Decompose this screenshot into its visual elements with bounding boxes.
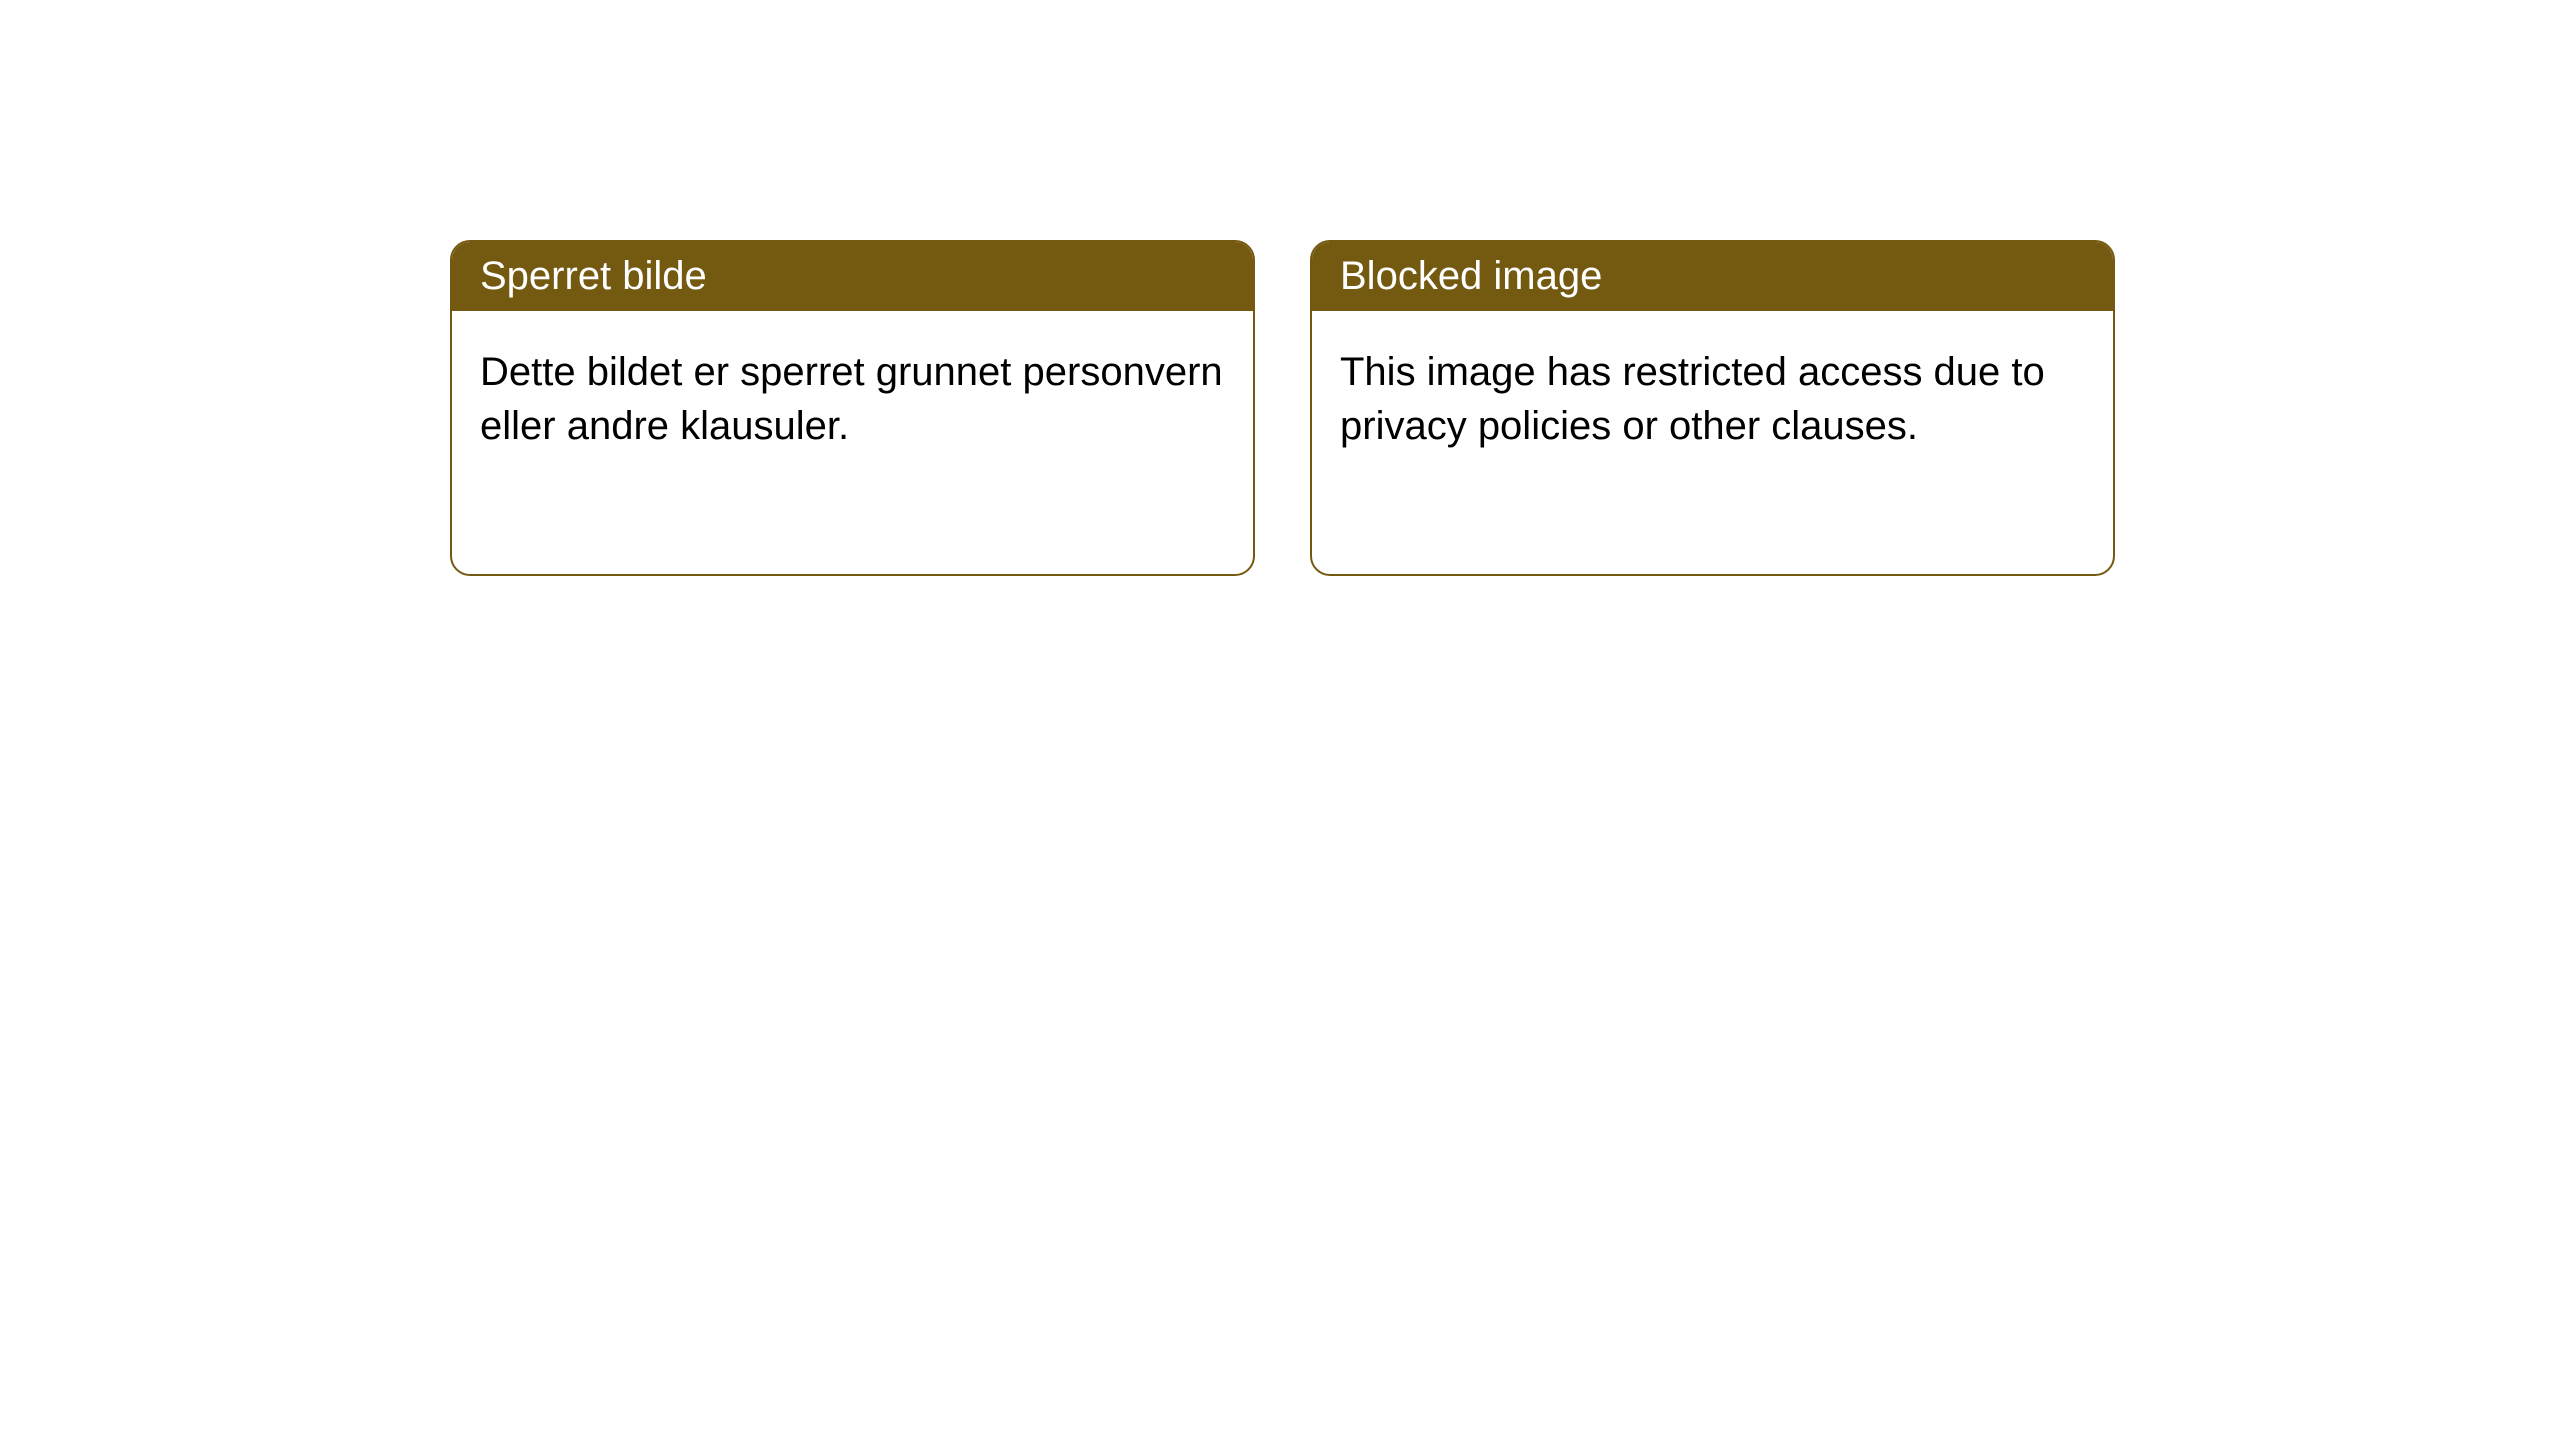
card-body-text: Dette bildet er sperret grunnet personve… bbox=[480, 350, 1223, 448]
card-body-text: This image has restricted access due to … bbox=[1340, 350, 2045, 448]
card-header: Blocked image bbox=[1312, 242, 2113, 311]
card-header: Sperret bilde bbox=[452, 242, 1253, 311]
card-body: This image has restricted access due to … bbox=[1312, 311, 2113, 487]
card-body: Dette bildet er sperret grunnet personve… bbox=[452, 311, 1253, 487]
notice-card-norwegian: Sperret bilde Dette bildet er sperret gr… bbox=[450, 240, 1255, 576]
notice-cards-container: Sperret bilde Dette bildet er sperret gr… bbox=[450, 240, 2115, 576]
card-header-text: Sperret bilde bbox=[480, 254, 707, 298]
notice-card-english: Blocked image This image has restricted … bbox=[1310, 240, 2115, 576]
card-header-text: Blocked image bbox=[1340, 254, 1602, 298]
